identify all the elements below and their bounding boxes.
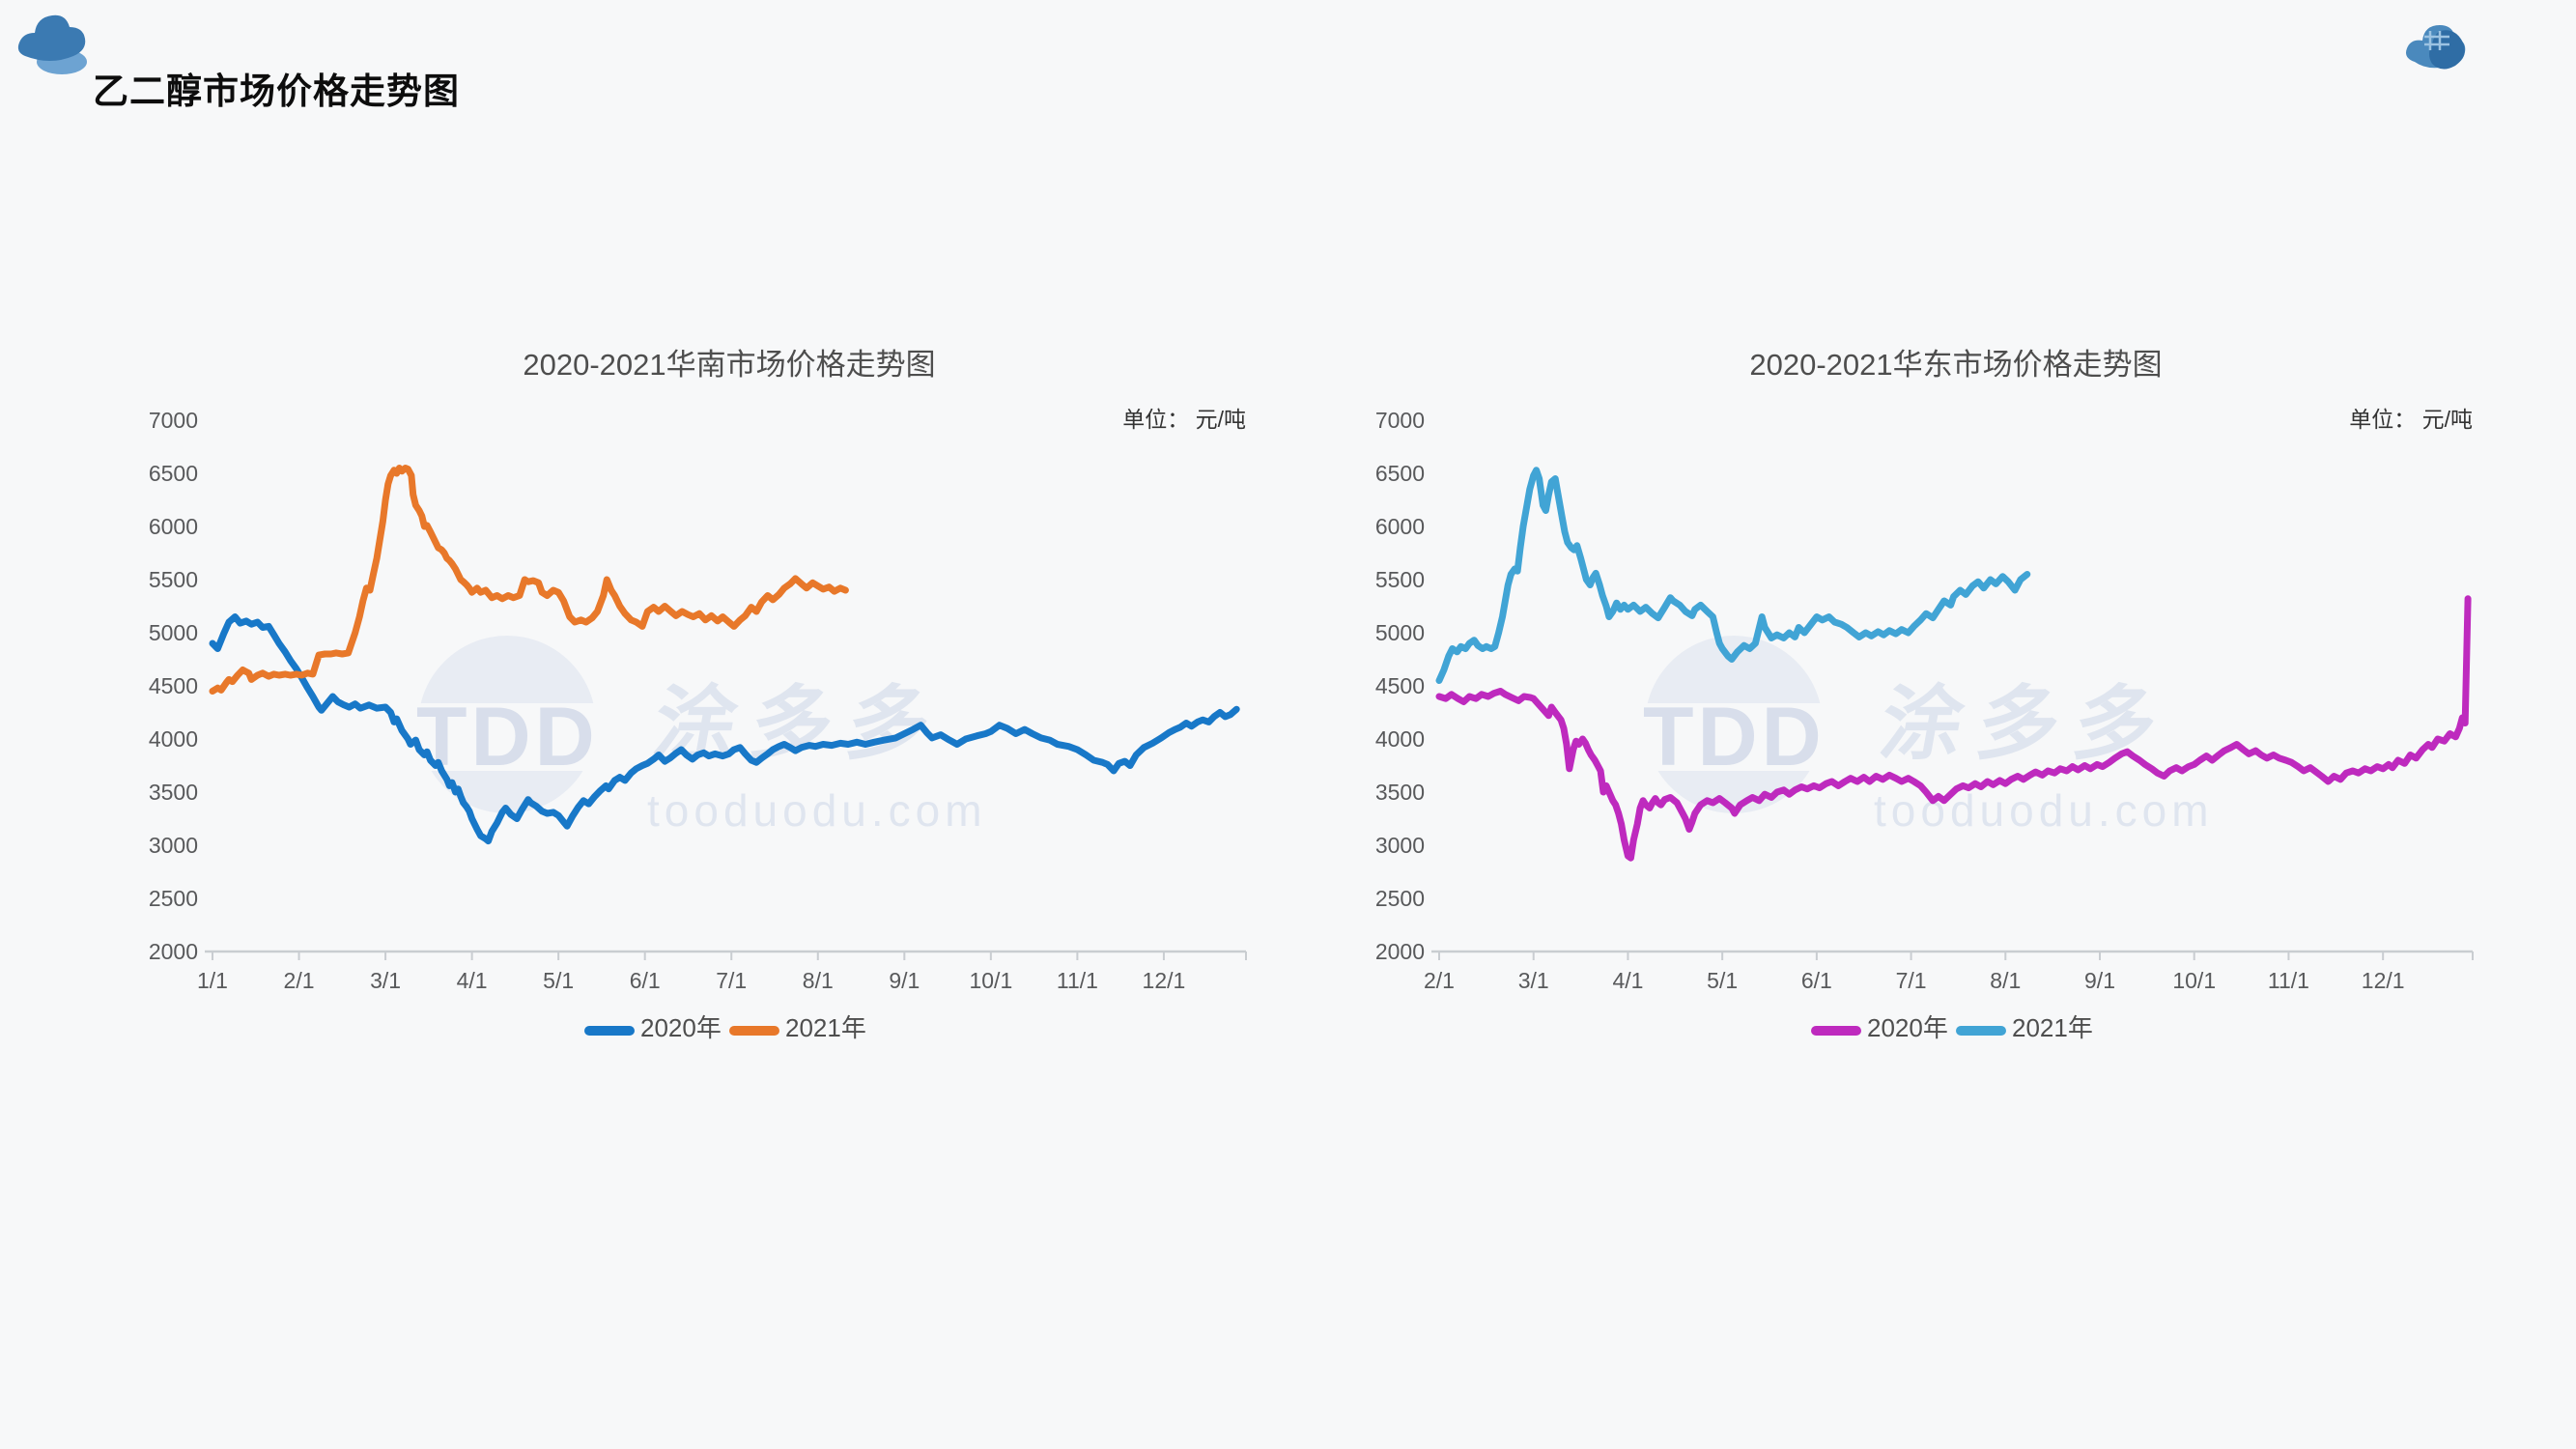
x-axis-label: 10/1 (969, 968, 1012, 993)
y-axis-label: 4000 (1375, 726, 1425, 752)
y-axis-label: 5500 (1375, 567, 1425, 592)
page-title: 乙二醇市场价格走势图 (93, 71, 460, 111)
x-axis-label: 11/1 (2268, 968, 2309, 993)
y-axis-label: 3500 (1375, 780, 1425, 805)
unit-label: 单位： 元/吨 (1122, 407, 1246, 432)
y-axis-label: 6000 (1375, 514, 1425, 539)
y-axis-label: 4500 (149, 673, 198, 698)
x-axis-label: 2/1 (284, 968, 315, 993)
x-axis-label: 6/1 (1801, 968, 1832, 993)
series-line-2020年 (1435, 595, 2472, 862)
watermark-logo-text: TDD (416, 691, 599, 783)
y-axis-label: 5000 (1375, 620, 1425, 645)
y-axis-label: 7000 (1375, 408, 1425, 433)
y-axis-label: 5000 (149, 620, 198, 645)
x-axis-label: 7/1 (716, 968, 747, 993)
x-axis-label: 4/1 (1612, 968, 1643, 993)
series-line-2021年 (209, 465, 849, 695)
legend-item-2020年[interactable]: 2020年 (1811, 1013, 1948, 1042)
cloud-logo-top-right (2406, 25, 2466, 70)
watermark-logo-text: TDD (1643, 691, 1826, 783)
legend-swatch (584, 1026, 635, 1036)
series-line-2021年 (1435, 467, 2031, 684)
legend-item-2021年[interactable]: 2021年 (729, 1013, 866, 1042)
y-axis-label: 7000 (149, 408, 198, 433)
cloud-logo-top-left (17, 14, 87, 74)
series-line-2020年 (209, 613, 1240, 845)
y-axis-label: 2500 (149, 886, 198, 911)
legend-label: 2021年 (785, 1013, 866, 1042)
y-axis-label: 2000 (1375, 939, 1425, 964)
y-axis-label: 3000 (1375, 833, 1425, 858)
y-axis-label: 6500 (1375, 461, 1425, 486)
legend-label: 2021年 (2012, 1013, 2093, 1042)
x-axis-label: 1/1 (197, 968, 228, 993)
legend-swatch (1956, 1026, 2006, 1036)
x-axis-label: 9/1 (2084, 968, 2115, 993)
legend-label: 2020年 (640, 1013, 722, 1042)
chart-title: 2020-2021华东市场价格走势图 (1749, 348, 2162, 382)
watermark-domain-text: tooduodu.com (647, 785, 987, 836)
x-axis-label: 3/1 (1518, 968, 1549, 993)
x-axis-label: 5/1 (543, 968, 574, 993)
x-axis-label: 12/1 (1143, 968, 1186, 993)
x-axis-label: 8/1 (1990, 968, 2021, 993)
x-axis-label: 7/1 (1896, 968, 1927, 993)
legend-swatch (729, 1026, 779, 1036)
x-axis-label: 6/1 (630, 968, 661, 993)
y-axis-label: 5500 (149, 567, 198, 592)
chart-east-china: TDD 涂多多 tooduodu.com 2020-2021华东市场价格走势图单位： … (1347, 319, 2487, 1092)
legend-item-2020年[interactable]: 2020年 (584, 1013, 722, 1042)
x-axis-label: 11/1 (1057, 968, 1098, 993)
x-axis-label: 12/1 (2362, 968, 2405, 993)
y-axis-label: 3500 (149, 780, 198, 805)
watermark-globe-band (1629, 703, 1842, 771)
chart-south-china: TDD 涂多多 tooduodu.com 2020-2021华南市场价格走势图单位： … (121, 319, 1260, 1092)
x-axis-label: 5/1 (1707, 968, 1738, 993)
y-axis-label: 6500 (149, 461, 198, 486)
x-axis-label: 3/1 (370, 968, 401, 993)
chart-title: 2020-2021华南市场价格走势图 (523, 348, 935, 382)
y-axis-label: 6000 (149, 514, 198, 539)
y-axis-label: 4500 (1375, 673, 1425, 698)
y-axis-label: 2500 (1375, 886, 1425, 911)
y-axis-label: 2000 (149, 939, 198, 964)
legend-item-2021年[interactable]: 2021年 (1956, 1013, 2093, 1042)
x-axis-label: 10/1 (2172, 968, 2216, 993)
x-axis-label: 9/1 (889, 968, 920, 993)
y-axis-label: 4000 (149, 726, 198, 752)
y-axis-label: 3000 (149, 833, 198, 858)
x-axis-label: 4/1 (457, 968, 488, 993)
x-axis-label: 2/1 (1424, 968, 1455, 993)
unit-label: 单位： 元/吨 (2349, 407, 2473, 432)
x-axis-label: 8/1 (803, 968, 834, 993)
legend-swatch (1811, 1026, 1861, 1036)
legend-label: 2020年 (1867, 1013, 1948, 1042)
